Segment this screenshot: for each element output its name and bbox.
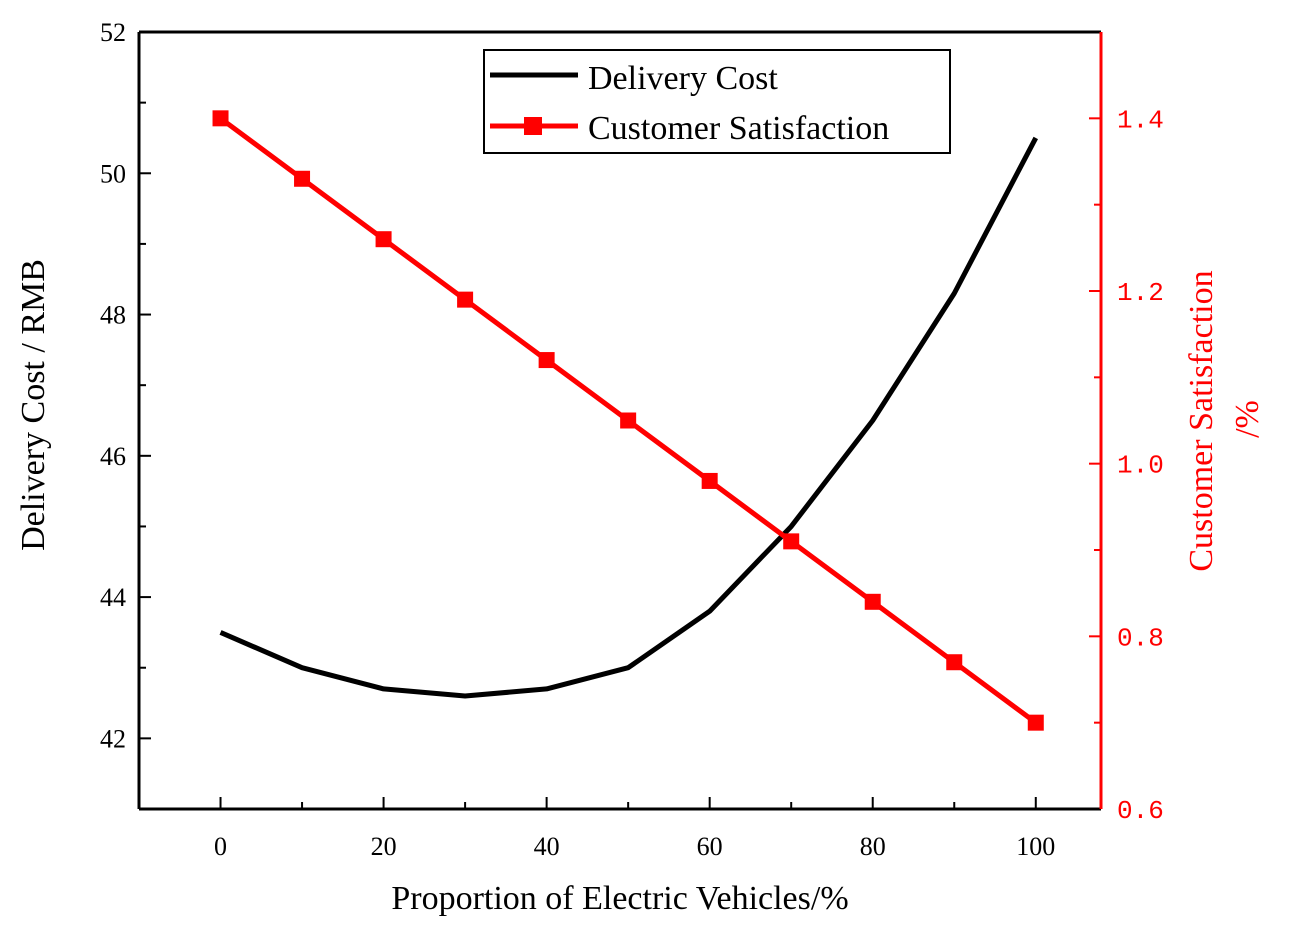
x-tick-label: 60 — [697, 832, 723, 861]
x-tick-label: 80 — [860, 832, 886, 861]
customer-satisfaction-point — [294, 170, 311, 187]
y-left-tick-label: 44 — [100, 583, 126, 612]
y-right-tick-label: 1.0 — [1117, 451, 1164, 481]
customer-satisfaction-point — [212, 110, 229, 127]
customer-satisfaction-point — [620, 412, 637, 429]
y-left-tick-label: 50 — [100, 159, 126, 188]
y-right-tick-label: 1.4 — [1117, 105, 1164, 135]
x-tick-label: 40 — [534, 832, 560, 861]
customer-satisfaction-point — [375, 231, 392, 248]
x-tick-label: 20 — [371, 832, 397, 861]
y-right-tick-label: 0.6 — [1117, 796, 1164, 826]
y-axis-right-title-line1: Customer Satisfaction — [1183, 270, 1220, 571]
customer-satisfaction-point — [783, 533, 800, 550]
y-left-tick-label: 48 — [100, 301, 126, 330]
series-layer — [212, 110, 1044, 731]
customer-satisfaction-point — [538, 352, 555, 369]
y-axis-left-title: Delivery Cost / RMB — [15, 259, 52, 551]
legend: Delivery Cost Customer Satisfaction — [483, 49, 951, 154]
y-axis-right-title-line2: /% — [1229, 400, 1266, 438]
y-left-tick-label: 46 — [100, 442, 126, 471]
customer-satisfaction-point — [946, 654, 963, 671]
y-left-tick-label: 52 — [100, 18, 126, 47]
legend-delivery-cost-label: Delivery Cost — [588, 60, 778, 97]
legend-customer-satisfaction-marker — [524, 117, 542, 135]
tick-labels: 0 20 40 60 80 100 42 44 46 48 50 52 0.6 0.8 1.0 1.2 1.4 — [100, 18, 1164, 861]
customer-satisfaction-point — [701, 472, 718, 489]
legend-customer-satisfaction-label: Customer Satisfaction — [588, 110, 889, 147]
y-right-tick-label: 1.2 — [1117, 278, 1164, 308]
y-right-tick-label: 0.8 — [1117, 623, 1164, 653]
x-tick-label: 0 — [214, 832, 227, 861]
legend-box — [483, 49, 951, 154]
customer-satisfaction-point — [864, 593, 881, 610]
customer-satisfaction-point — [457, 291, 474, 308]
delivery-cost-line — [219, 136, 1038, 699]
y-left-tick-label: 42 — [100, 724, 126, 753]
x-tick-label: 100 — [1016, 832, 1055, 861]
customer-satisfaction-point — [1027, 714, 1044, 731]
x-axis-title: Proportion of Electric Vehicles/% — [391, 880, 848, 917]
